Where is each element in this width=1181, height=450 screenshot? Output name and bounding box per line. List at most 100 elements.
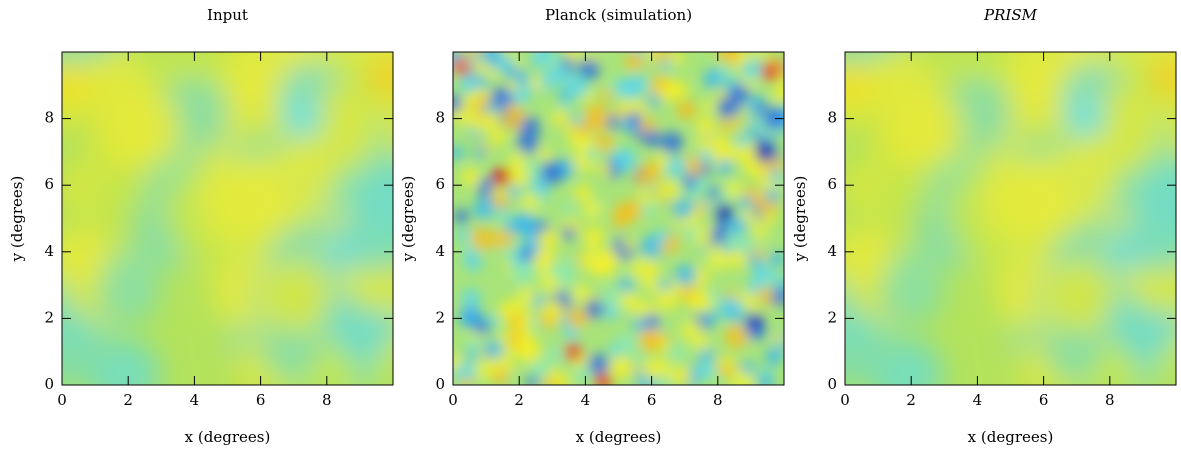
heatmap-blob bbox=[616, 332, 640, 356]
heatmap-blob bbox=[458, 74, 477, 93]
heatmap-blob bbox=[614, 147, 638, 170]
heatmap-blob bbox=[456, 227, 471, 242]
heatmap-blob bbox=[702, 68, 723, 89]
heatmap-blob bbox=[859, 189, 910, 240]
heatmap-blob bbox=[741, 58, 764, 81]
heatmap-blob bbox=[708, 289, 722, 303]
heatmap-blob bbox=[516, 132, 539, 154]
heatmap-blob bbox=[491, 86, 512, 108]
x-tick-label: 0 bbox=[57, 391, 67, 409]
heatmap-blob bbox=[613, 201, 637, 225]
heatmap-blob bbox=[537, 148, 551, 161]
heatmap-blob bbox=[506, 80, 520, 93]
heatmap-blob bbox=[606, 114, 621, 129]
heatmap-blob bbox=[771, 288, 784, 307]
heatmap-blob bbox=[653, 228, 669, 244]
x-tick-label: 8 bbox=[1105, 391, 1115, 409]
heatmap-blob bbox=[618, 77, 642, 101]
heatmap-blob bbox=[713, 133, 729, 148]
heatmap-blob bbox=[717, 296, 742, 321]
y-tick-label: 6 bbox=[435, 175, 445, 193]
heatmap-blob bbox=[508, 151, 526, 169]
heatmap-blob bbox=[322, 232, 362, 272]
y-tick-label: 0 bbox=[435, 375, 445, 393]
heatmap-blob bbox=[763, 107, 784, 130]
heatmap-blob bbox=[99, 246, 159, 307]
heatmap-blob bbox=[882, 246, 942, 307]
heatmap-blob bbox=[702, 122, 715, 135]
heatmap-blob bbox=[460, 288, 481, 309]
heatmap-blob bbox=[533, 250, 552, 269]
heatmap-blob bbox=[697, 148, 714, 165]
heatmap-blob bbox=[659, 79, 682, 102]
y-tick-label: 4 bbox=[435, 242, 445, 260]
heatmap-blob bbox=[669, 52, 685, 65]
heatmap-blob bbox=[656, 374, 671, 385]
heatmap-blob bbox=[520, 192, 540, 212]
heatmap-blob bbox=[566, 307, 588, 329]
x-tick-label: 8 bbox=[713, 391, 723, 409]
heatmap-blob bbox=[597, 162, 612, 177]
heatmap-blob bbox=[1150, 57, 1176, 97]
heatmap-blob bbox=[621, 237, 636, 251]
heatmap-blob bbox=[464, 254, 483, 272]
heatmap-blob bbox=[760, 210, 776, 226]
heatmap-blob bbox=[682, 155, 703, 177]
heatmap-blob bbox=[753, 263, 772, 282]
heatmap-blob bbox=[594, 133, 614, 152]
heatmap-blob bbox=[644, 313, 660, 329]
x-axis-label: x (degrees) bbox=[968, 428, 1054, 446]
y-tick-label: 2 bbox=[44, 308, 54, 326]
heatmap bbox=[845, 52, 1176, 385]
heatmap-blob bbox=[698, 135, 713, 150]
heatmap-blob bbox=[618, 277, 635, 293]
heatmap-blob bbox=[593, 254, 614, 274]
heatmap-blob bbox=[706, 246, 731, 271]
heatmap-blob bbox=[669, 344, 686, 362]
heatmap-blob bbox=[62, 62, 88, 102]
heatmap-blob bbox=[472, 146, 486, 159]
y-tick-label: 4 bbox=[44, 242, 54, 260]
heatmap-blob bbox=[735, 141, 759, 166]
heatmap-blob bbox=[262, 322, 320, 380]
heatmap-blob bbox=[694, 176, 711, 194]
heatmap-blob bbox=[730, 370, 754, 385]
heatmap-blob bbox=[764, 348, 783, 366]
heatmap-blob bbox=[692, 335, 710, 352]
heatmap-blob bbox=[503, 244, 516, 257]
heatmap-blob bbox=[465, 335, 484, 355]
plot-frame bbox=[61, 51, 394, 386]
heatmap-blob bbox=[640, 201, 657, 218]
x-tick-label: 8 bbox=[322, 391, 332, 409]
heatmap-blob bbox=[635, 103, 648, 116]
heatmap-blob bbox=[697, 361, 713, 377]
heatmap-blob bbox=[643, 129, 661, 148]
heatmap-blob bbox=[459, 377, 473, 385]
heatmap-blob bbox=[474, 319, 490, 335]
heatmap-blob bbox=[484, 111, 500, 128]
heatmap-blob bbox=[519, 116, 541, 138]
heatmap-blob bbox=[87, 338, 161, 385]
heatmap-blob bbox=[509, 314, 524, 328]
heatmap-blob bbox=[512, 262, 535, 285]
heatmap-blob bbox=[701, 100, 715, 114]
heatmap-blob bbox=[472, 59, 487, 74]
heatmap-blob bbox=[564, 258, 577, 271]
heatmap-blob bbox=[507, 184, 521, 198]
x-tick-label: 0 bbox=[448, 391, 458, 409]
y-tick-label: 2 bbox=[435, 308, 445, 326]
heatmap-blob bbox=[870, 338, 944, 385]
heatmap-blob bbox=[632, 354, 647, 369]
heatmap-blob bbox=[726, 216, 748, 237]
x-tick-label: 2 bbox=[906, 391, 916, 409]
heatmap-blob bbox=[686, 292, 704, 310]
heatmap-blob bbox=[453, 58, 470, 76]
y-tick-label: 0 bbox=[44, 375, 54, 393]
heatmap-blob bbox=[765, 188, 780, 203]
heatmap-blob bbox=[676, 100, 697, 120]
y-axis-label: y (degrees) bbox=[399, 176, 417, 263]
heatmap-blob bbox=[492, 369, 509, 385]
heatmap-blob bbox=[773, 82, 784, 103]
heatmap-blob bbox=[249, 146, 332, 229]
